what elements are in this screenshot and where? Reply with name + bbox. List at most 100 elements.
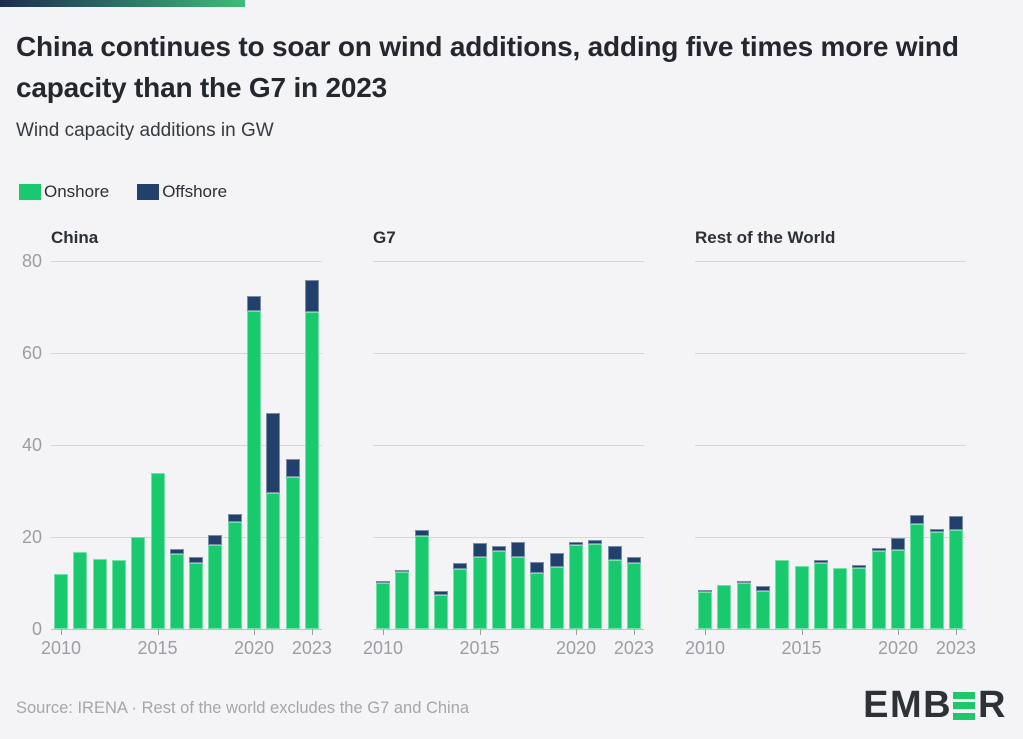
bar-2020 [569,541,583,629]
ember-logo-e-icon [953,691,976,720]
ember-logo-text-suffix: R [978,684,1007,726]
chart-panel-china: China 2010 2015 2020 2023 [41,224,332,658]
x-axis-tick-label: 2015 [781,638,822,658]
bar-segment-onshore [511,556,526,629]
x-axis-tick [61,629,62,635]
x-axis-tick [311,629,313,635]
bar-2016 [169,549,184,629]
gridline [373,261,644,262]
bar-segment-offshore [285,458,300,478]
panel-title: China [51,228,99,247]
bar-segment-onshore [285,477,300,629]
bar-segment-onshore [304,311,319,629]
legend-item-onshore: Onshore [19,182,109,202]
bar-segment-offshore [266,413,281,494]
y-axis-tick-label: 20 [21,527,42,547]
gridline [695,261,966,262]
bar-segment-onshore [794,565,809,629]
bar-2013 [433,590,448,629]
bar-segment-offshore [491,546,506,552]
offshore-swatch-icon [137,184,160,200]
bar-segment-offshore [511,542,526,557]
bar-2023 [304,279,319,629]
bar-segment-onshore [910,524,925,629]
gridline [373,445,644,446]
bar-segment-onshore [131,537,146,629]
bar-segment-onshore [626,563,641,629]
bar-segment-offshore [891,538,905,550]
bar-2014 [131,537,146,629]
bar-2017 [833,567,848,629]
bar-segment-offshore [929,529,944,533]
y-axis-tick-label: 40 [21,435,42,455]
bar-segment-onshore [929,532,944,629]
bar-2016 [491,546,506,629]
bar-2019 [227,514,242,629]
x-axis-tick-label: 2010 [362,638,404,658]
bar-segment-onshore [395,572,410,629]
bar-2017 [511,542,526,629]
chart-subtitle: Wind capacity additions in GW [16,120,274,141]
source-note: Source: IRENA · Rest of the world exclud… [16,699,470,717]
x-axis-tick-label: 2023 [935,638,976,658]
bar-segment-onshore [775,560,790,629]
chart-panel-rest-of-the-world: Rest of the World 2010 2015 2020 2023 [685,224,976,658]
brand-accent-bar [0,0,245,7]
ember-logo-text-prefix: EMB [863,684,953,726]
bar-2013 [755,586,770,629]
bar-2022 [607,546,622,629]
bar-segment-onshore [111,560,126,629]
bar-segment-onshore [736,583,751,629]
legend-item-offshore: Offshore [137,182,227,202]
bar-2018 [852,564,867,629]
bar-segment-onshore [414,536,429,629]
bar-segment-offshore [208,535,223,545]
bar-2021 [266,413,281,629]
charts-area: 0 20 40 60 80 China 2010 2015 2020 2023 G7 2010 2015… [0,224,1023,684]
bar-segment-onshore [717,585,732,629]
gridline [51,537,322,538]
bar-segment-onshore [833,567,848,629]
bar-segment-onshore [208,544,223,629]
bar-segment-onshore [491,551,506,629]
bar-segment-onshore [433,594,448,629]
x-axis-tick [801,629,803,635]
x-axis-tick-label: 2023 [613,638,654,658]
x-axis-tick-label: 2020 [233,638,275,658]
x-axis-tick [955,629,957,635]
x-axis-tick-label: 2015 [137,638,178,658]
bar-segment-offshore [414,530,429,537]
x-axis-tick [705,629,706,635]
x-axis-tick [383,629,384,635]
bar-segment-offshore [910,514,925,525]
bar-segment-offshore [569,541,583,545]
x-axis-tick-label: 2020 [555,638,597,658]
x-axis-tick-label: 2015 [459,638,500,658]
bar-segment-onshore [73,551,88,629]
bar-segment-offshore [948,515,963,531]
bar-segment-offshore [698,589,712,593]
ember-logo: EMB R [863,684,1007,727]
bar-segment-onshore [607,560,622,629]
x-axis-tick-label: 2023 [291,638,332,658]
bar-segment-offshore [304,279,319,312]
y-axis-tick-label: 80 [21,251,42,271]
bar-segment-offshore [247,296,261,312]
bar-segment-offshore [530,561,545,573]
bar-2019 [871,548,886,629]
gridline [373,537,644,538]
bar-segment-onshore [852,567,867,629]
bar-2011 [73,551,88,629]
x-axis-tick [633,629,635,635]
bar-segment-onshore [189,562,204,629]
bar-2012 [736,581,751,629]
bar-segment-onshore [169,553,184,629]
bar-segment-offshore [227,514,242,522]
bar-2023 [626,557,641,629]
bar-segment-offshore [588,540,603,545]
x-axis-tick [254,629,255,635]
plot-area: 2010 2015 2020 2023 [363,261,654,658]
bar-2010 [698,589,712,629]
bar-2022 [929,529,944,629]
bar-segment-onshore [948,530,963,629]
